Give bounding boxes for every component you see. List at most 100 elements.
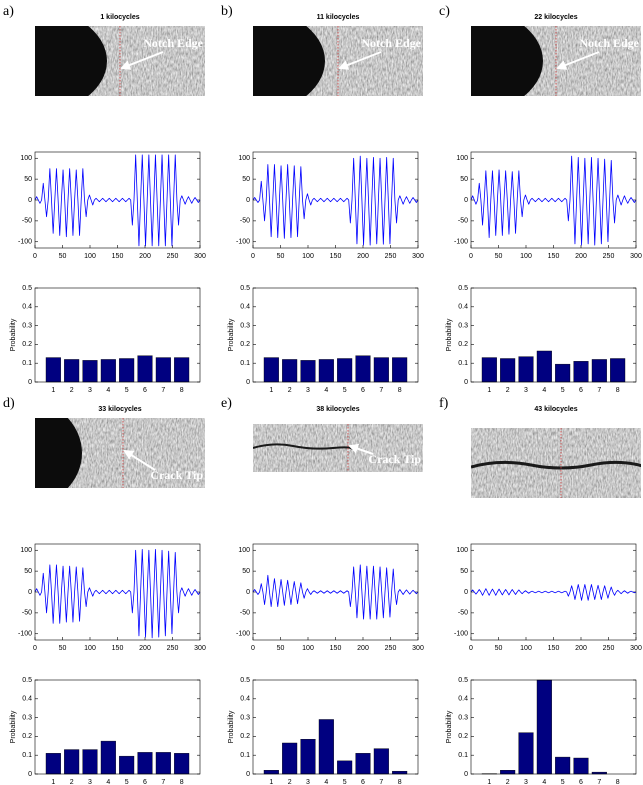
x-tick-label: 4 [106, 387, 110, 394]
bar [174, 357, 190, 383]
x-tick-label: 200 [357, 253, 369, 260]
y-tick-label: 0 [464, 771, 468, 778]
x-tick-label: 150 [548, 253, 560, 260]
x-tick-label: 2 [70, 387, 74, 394]
y-tick-label: 0.5 [240, 677, 250, 684]
bar [337, 760, 353, 775]
x-tick-label: 2 [506, 779, 510, 785]
y-tick-label: 0 [28, 771, 32, 778]
signal-line [470, 155, 637, 246]
plot-frame [470, 679, 637, 775]
bar [174, 753, 190, 775]
bar [100, 359, 116, 383]
y-tick-label: 0 [464, 589, 468, 596]
y-tick-label: 0.4 [458, 304, 468, 311]
bar [282, 359, 298, 383]
bar [518, 356, 534, 383]
x-tick-label: 4 [542, 387, 546, 394]
y-tick-label: 0 [28, 589, 32, 596]
panel-title: 1 kilocycles [100, 14, 139, 21]
x-tick-label: 3 [306, 387, 310, 394]
signal-line [34, 154, 201, 247]
plot-frame [470, 287, 637, 383]
x-tick-label: 2 [288, 387, 292, 394]
x-tick-label: 200 [357, 645, 369, 652]
panel-title: 22 kilocycles [534, 14, 577, 21]
y-axis-label: Probability [228, 710, 235, 743]
signal-line [252, 155, 419, 246]
y-tick-label: 0.5 [458, 285, 468, 292]
arrow [348, 443, 374, 455]
x-tick-label: 100 [302, 645, 314, 652]
x-tick-label: 6 [143, 387, 147, 394]
x-tick-label: 0 [33, 645, 37, 652]
x-tick-label: 300 [630, 253, 642, 260]
x-tick-label: 5 [561, 779, 565, 785]
plot-frame [34, 287, 201, 383]
x-tick-label: 200 [575, 645, 587, 652]
bar [481, 357, 497, 383]
y-tick-label: -50 [240, 610, 250, 617]
annotation: Notch Edge [143, 36, 203, 50]
y-tick-label: 50 [242, 568, 250, 575]
bar [45, 357, 61, 383]
x-tick-label: 6 [361, 387, 365, 394]
x-tick-label: 8 [616, 779, 620, 785]
x-tick-label: 0 [251, 253, 255, 260]
bar [555, 756, 571, 775]
x-tick-label: 50 [59, 253, 67, 260]
bar [64, 749, 80, 775]
y-tick-label: 0 [28, 197, 32, 204]
x-tick-label: 4 [542, 779, 546, 785]
x-tick-label: 150 [112, 253, 124, 260]
y-tick-label: 100 [456, 155, 468, 162]
x-tick-label: 0 [469, 253, 473, 260]
notch [35, 26, 107, 96]
x-tick-label: 250 [603, 253, 615, 260]
bar [318, 719, 334, 775]
x-tick-label: 2 [506, 387, 510, 394]
x-tick-label: 250 [603, 645, 615, 652]
x-tick-label: 300 [194, 253, 206, 260]
x-tick-label: 100 [84, 645, 96, 652]
x-tick-label: 7 [597, 779, 601, 785]
x-tick-label: 4 [324, 779, 328, 785]
x-tick-label: 3 [88, 387, 92, 394]
x-tick-label: 250 [167, 645, 179, 652]
bar [82, 360, 98, 383]
y-tick-label: 0.4 [240, 696, 250, 703]
bar [573, 361, 589, 383]
y-axis-label: Probability [446, 710, 453, 743]
y-tick-label: 0.5 [22, 285, 32, 292]
signal-line [470, 584, 637, 601]
panel-label: c) [439, 4, 450, 19]
y-tick-label: 50 [460, 568, 468, 575]
y-tick-label: 50 [24, 176, 32, 183]
x-tick-label: 8 [398, 387, 402, 394]
x-tick-label: 2 [288, 779, 292, 785]
y-tick-label: 0.2 [22, 341, 32, 348]
bar [282, 742, 298, 775]
x-tick-label: 1 [487, 779, 491, 785]
x-tick-label: 8 [180, 387, 184, 394]
bar [536, 679, 552, 775]
bar [555, 363, 571, 383]
bar [355, 753, 371, 775]
y-tick-label: 0 [246, 771, 250, 778]
bar [536, 350, 552, 383]
x-tick-label: 1 [269, 779, 273, 785]
bar [100, 740, 116, 775]
y-tick-label: 0.5 [22, 677, 32, 684]
crack [253, 443, 354, 451]
bar [337, 358, 353, 383]
x-tick-label: 7 [161, 779, 165, 785]
x-tick-label: 50 [59, 645, 67, 652]
y-tick-label: -50 [458, 610, 468, 617]
x-tick-label: 0 [33, 253, 37, 260]
notch [35, 418, 82, 488]
y-tick-label: 0.4 [240, 304, 250, 311]
x-tick-label: 100 [520, 645, 532, 652]
y-tick-label: 0.1 [22, 360, 32, 367]
specimen-image: Notch Edge [253, 26, 423, 96]
